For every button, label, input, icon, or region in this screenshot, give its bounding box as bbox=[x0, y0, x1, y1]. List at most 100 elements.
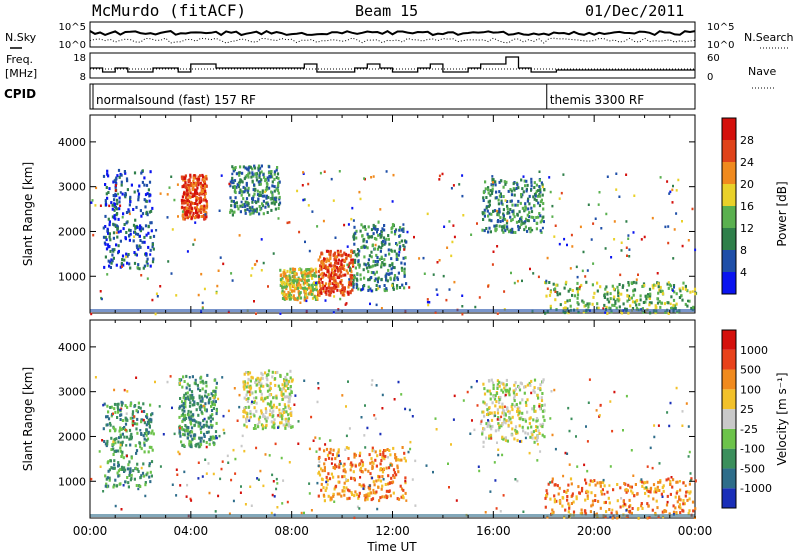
echo-pixel bbox=[297, 290, 300, 294]
echo-pixel bbox=[190, 414, 193, 418]
echo-pixel bbox=[197, 208, 200, 212]
echo-pixel bbox=[381, 484, 384, 488]
echo-pixel bbox=[329, 262, 332, 266]
echo-pixel bbox=[254, 427, 257, 430]
echo-pixel bbox=[384, 454, 387, 458]
echo-pixel bbox=[462, 214, 465, 217]
echo-pixel bbox=[184, 201, 187, 204]
echo-pixel bbox=[372, 488, 375, 492]
echo-pixel bbox=[271, 193, 274, 197]
echo-pixel bbox=[516, 183, 519, 187]
echo-pixel bbox=[373, 491, 376, 495]
echo-pixel bbox=[485, 422, 488, 426]
echo-pixel bbox=[496, 411, 500, 415]
echo-pixel bbox=[92, 233, 95, 237]
echo-pixel bbox=[133, 190, 136, 194]
echo-pixel bbox=[119, 443, 122, 447]
echo-pixel bbox=[671, 485, 674, 489]
echo-pixel bbox=[501, 219, 504, 223]
echo-pixel bbox=[183, 409, 186, 413]
power-colorbar-tick: 28 bbox=[740, 134, 754, 147]
echo-pixel bbox=[347, 457, 350, 461]
echo-pixel bbox=[368, 265, 371, 269]
echo-pixel bbox=[379, 249, 382, 253]
echo-pixel bbox=[198, 405, 201, 409]
echo-pixel bbox=[620, 292, 623, 296]
echo-pixel bbox=[572, 510, 576, 514]
echo-pixel bbox=[289, 424, 292, 427]
echo-pixel bbox=[207, 416, 210, 420]
echo-pixel bbox=[215, 421, 218, 425]
echo-pixel bbox=[341, 291, 344, 295]
echo-pixel bbox=[530, 180, 533, 184]
echo-pixel bbox=[253, 183, 256, 187]
echo-pixel bbox=[488, 226, 491, 230]
power-colorbar-tick: 8 bbox=[740, 244, 747, 257]
echo-pixel bbox=[374, 243, 377, 247]
echo-pixel bbox=[308, 283, 311, 287]
echo-pixel bbox=[262, 212, 265, 216]
echo-pixel bbox=[214, 430, 218, 434]
echo-pixel bbox=[688, 497, 691, 501]
echo-pixel bbox=[316, 400, 319, 404]
echo-pixel bbox=[649, 311, 652, 315]
echo-pixel bbox=[359, 451, 362, 455]
echo-pixel bbox=[584, 478, 587, 482]
echo-pixel bbox=[274, 198, 277, 201]
echo-pixel bbox=[189, 394, 192, 398]
echo-pixel bbox=[263, 194, 266, 198]
echo-pixel bbox=[289, 369, 292, 373]
echo-pixel bbox=[106, 423, 109, 427]
echo-pixel bbox=[379, 233, 382, 236]
echo-pixel bbox=[626, 489, 629, 493]
echo-pixel bbox=[476, 404, 479, 407]
echo-pixel bbox=[687, 455, 690, 458]
echo-pixel bbox=[491, 179, 494, 183]
echo-pixel bbox=[509, 208, 512, 211]
echo-pixel bbox=[588, 378, 591, 381]
echo-pixel bbox=[278, 408, 281, 412]
echo-pixel bbox=[143, 421, 146, 425]
echo-pixel bbox=[513, 193, 516, 197]
echo-pixel bbox=[497, 453, 500, 457]
echo-pixel bbox=[500, 415, 503, 419]
echo-pixel bbox=[261, 427, 264, 431]
echo-pixel bbox=[497, 396, 501, 399]
echo-pixel bbox=[113, 202, 117, 206]
echo-pixel bbox=[331, 282, 334, 286]
power-colorbar-tick: 20 bbox=[740, 178, 754, 191]
echo-pixel bbox=[516, 203, 519, 207]
echo-pixel bbox=[285, 395, 288, 399]
echo-pixel bbox=[402, 256, 405, 260]
echo-pixel bbox=[151, 448, 154, 452]
echo-pixel bbox=[237, 207, 240, 211]
echo-pixel bbox=[149, 221, 152, 225]
echo-pixel bbox=[616, 483, 619, 486]
echo-pixel bbox=[486, 389, 489, 393]
echo-pixel bbox=[184, 392, 188, 396]
echo-pixel bbox=[643, 284, 646, 287]
echo-pixel bbox=[447, 462, 449, 465]
echo-pixel bbox=[513, 437, 516, 441]
echo-pixel bbox=[203, 287, 206, 291]
echo-pixel bbox=[247, 397, 250, 401]
echo-pixel bbox=[299, 283, 302, 287]
echo-pixel bbox=[490, 427, 493, 431]
echo-pixel bbox=[506, 388, 509, 392]
echo-pixel bbox=[327, 269, 330, 273]
echo-pixel bbox=[524, 400, 528, 404]
echo-pixel bbox=[384, 449, 387, 453]
echo-pixel bbox=[280, 291, 284, 295]
echo-pixel bbox=[329, 277, 333, 281]
echo-pixel bbox=[188, 417, 191, 421]
echo-pixel bbox=[642, 282, 646, 286]
echo-pixel bbox=[303, 296, 306, 300]
echo-pixel bbox=[402, 223, 405, 226]
echo-pixel bbox=[285, 276, 288, 280]
echo-pixel bbox=[278, 195, 281, 199]
echo-pixel bbox=[207, 393, 210, 397]
echo-pixel bbox=[337, 251, 340, 255]
echo-pixel bbox=[210, 425, 213, 429]
echo-pixel bbox=[528, 227, 531, 231]
